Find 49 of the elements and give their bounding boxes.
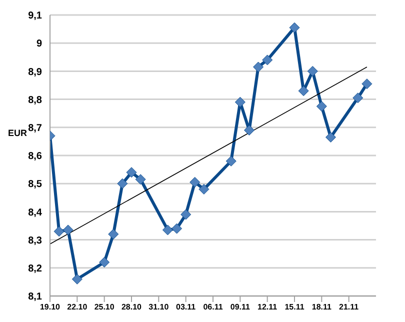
x-tick-label: 22.10 [67, 302, 88, 312]
point [180, 209, 192, 220]
point [253, 62, 264, 72]
y-tick-label: 9 [36, 38, 42, 50]
point [62, 224, 74, 236]
y-tick-label: 8,6 [28, 151, 42, 162]
point [198, 184, 210, 194]
point [226, 156, 236, 166]
point [72, 274, 82, 284]
y-tick-label: 8,4 [28, 207, 42, 218]
y-tick-label: 8,2 [28, 263, 42, 274]
x-tick-label: 12.11 [258, 302, 278, 312]
point [262, 54, 273, 66]
x-tick-label: 25.10 [94, 302, 115, 312]
point [244, 124, 254, 136]
point [325, 132, 336, 142]
point [172, 223, 182, 234]
point [126, 167, 137, 178]
point [298, 86, 309, 96]
y-tick-label: 9,1 [28, 10, 42, 22]
point [54, 226, 64, 237]
y-tick-label: 8,1 [28, 292, 42, 303]
y-tick-label: 8,7 [28, 122, 42, 134]
point [316, 101, 327, 112]
x-tick-label: 21.11 [339, 302, 360, 312]
y-tick-label: 8,8 [28, 94, 42, 106]
x-tick-label: 03.11 [176, 302, 196, 312]
point [289, 22, 300, 33]
y-tick-label: 8,9 [28, 66, 42, 78]
x-tick-label: 15.11 [284, 302, 305, 312]
y-tick-label: 8,3 [28, 235, 42, 246]
y-axis-title: EUR [8, 128, 28, 138]
y-tick-label: 8,5 [28, 179, 42, 190]
point [108, 228, 119, 240]
point [162, 224, 173, 236]
x-tick-label: 28.10 [121, 302, 142, 312]
point [190, 176, 200, 188]
point [135, 174, 146, 185]
x-tick-label: 06.11 [203, 302, 224, 312]
x-tick-label: 09.11 [230, 302, 251, 312]
x-tick-label: 18.11 [312, 302, 332, 312]
x-tick-label: 31.10 [148, 302, 170, 312]
point [362, 78, 372, 90]
x-tick-label: 19.10 [40, 302, 61, 312]
point [99, 257, 110, 268]
point [307, 66, 318, 76]
point [234, 96, 246, 108]
point [352, 92, 364, 104]
point [117, 178, 128, 189]
